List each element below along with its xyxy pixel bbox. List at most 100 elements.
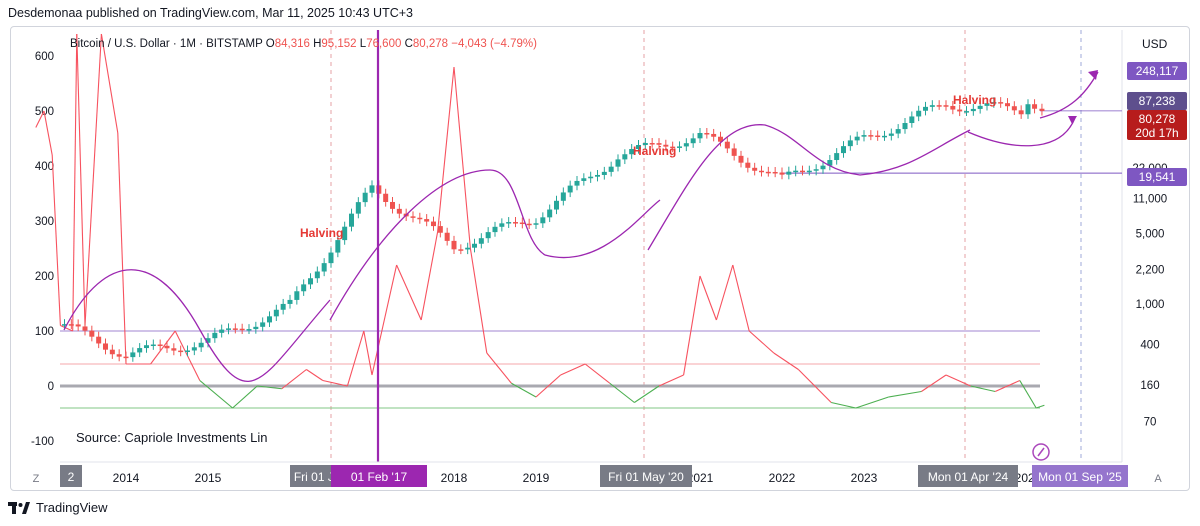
candle-body	[451, 240, 457, 250]
oscillator-segment	[683, 275, 701, 376]
legend-part: 95,152	[321, 38, 359, 50]
candle-body	[772, 171, 778, 174]
x-axis-tick: 2018	[441, 471, 468, 485]
candle-body	[800, 170, 805, 173]
candle-body	[294, 291, 300, 300]
oscillator-segment	[43, 110, 53, 156]
candle-body	[998, 102, 1004, 104]
candle-body	[738, 155, 744, 163]
candle-body	[554, 200, 559, 210]
candle-body	[62, 324, 67, 326]
candle-body	[485, 232, 491, 239]
left-axis-tick: 400	[35, 161, 54, 173]
candle-body	[239, 328, 245, 331]
time-badge-sep25-text: Mon 01 Sep '25	[1038, 470, 1122, 484]
legend-part: H	[313, 38, 321, 50]
candle-body	[109, 349, 115, 355]
candle-body	[390, 201, 395, 209]
oscillator-segment	[535, 374, 561, 398]
time-badge-apr24: Mon 01 Apr '24	[918, 465, 1018, 487]
candle-body	[478, 238, 484, 244]
candle-body	[212, 332, 218, 339]
oscillator-segment	[634, 385, 660, 403]
support-price-badge-text: 19,541	[1139, 170, 1176, 184]
oscillator-segment	[773, 352, 799, 370]
legend-part: O	[266, 38, 275, 50]
candle-body	[513, 222, 518, 224]
candle-body	[779, 172, 785, 175]
oscillator-segment	[322, 379, 348, 387]
x-axis-tick: 2014	[113, 471, 140, 485]
candle-body	[649, 143, 655, 145]
target-price-badge: 248,117	[1127, 62, 1187, 80]
right-axis-tick: 70	[1144, 416, 1157, 428]
candle-body	[267, 316, 272, 323]
candle-body	[82, 326, 88, 331]
candle-body	[868, 135, 874, 137]
candle-body	[991, 102, 997, 104]
candle-body	[144, 345, 149, 349]
candle-body	[806, 170, 812, 173]
candle-body	[308, 278, 313, 285]
last-price-badge-text: 80,278	[1139, 112, 1176, 126]
candle-body	[697, 132, 703, 139]
left-axis-tick: 100	[35, 326, 54, 338]
legend-part: 84,316	[275, 38, 313, 50]
candle-body	[96, 336, 102, 344]
candle-body	[89, 330, 95, 337]
oscillator-segment	[437, 66, 455, 233]
candle-body	[226, 328, 231, 330]
candle-body	[287, 299, 293, 304]
candle-body	[943, 105, 949, 107]
candle-body	[349, 213, 354, 227]
oscillator-segment	[35, 110, 45, 128]
last-price-badge-text: 20d 17h	[1135, 126, 1178, 140]
cycle-arc	[967, 117, 1076, 147]
candle-body	[813, 169, 819, 171]
right-axis-tick: 160	[1140, 380, 1159, 392]
candle-body	[157, 344, 163, 347]
oscillator-segment	[560, 363, 586, 376]
oscillator-segment	[921, 374, 947, 392]
oscillator-segment	[396, 264, 422, 321]
candle-body	[902, 123, 908, 130]
auto-scale-button[interactable]: A	[1154, 473, 1162, 485]
candle-body	[895, 129, 901, 134]
candle-body	[745, 162, 751, 168]
candle-body	[116, 354, 122, 357]
candle-body	[417, 217, 423, 220]
candle-body	[103, 343, 108, 350]
time-badge-apr24-bg	[918, 465, 1018, 487]
zoom-button[interactable]: Z	[33, 473, 40, 485]
candle-body	[540, 217, 546, 224]
candle-body	[335, 240, 341, 253]
candle-body	[622, 154, 628, 160]
target-price-badge-text: 248,117	[1136, 64, 1179, 78]
candle-body	[977, 105, 983, 109]
candle-body	[950, 105, 956, 110]
candle-body	[547, 209, 553, 218]
time-badge-may20: Fri 01 May '20	[600, 465, 692, 487]
candle-body	[936, 105, 942, 107]
time-badge-left-bg	[60, 465, 82, 487]
candle-body	[232, 328, 238, 330]
candle-body	[1025, 104, 1031, 115]
candle-body	[437, 226, 443, 233]
candle-body	[882, 135, 887, 138]
oscillator-segment	[60, 324, 73, 332]
candle-body	[847, 140, 853, 147]
cycle-arc	[63, 269, 331, 382]
legend-part: L	[360, 38, 367, 50]
candle-body	[137, 348, 143, 353]
candle-body	[465, 247, 471, 250]
candle-body	[595, 174, 600, 177]
support-price-badge-bg	[1127, 168, 1187, 186]
sparkle-icon-ring	[1032, 443, 1050, 461]
left-axis-tick: 200	[35, 271, 54, 283]
halving-label: Halving	[953, 93, 996, 107]
candle-body	[704, 132, 710, 135]
candle-body	[205, 338, 211, 343]
oscillator-segment	[658, 374, 684, 387]
candle-body	[820, 165, 826, 170]
